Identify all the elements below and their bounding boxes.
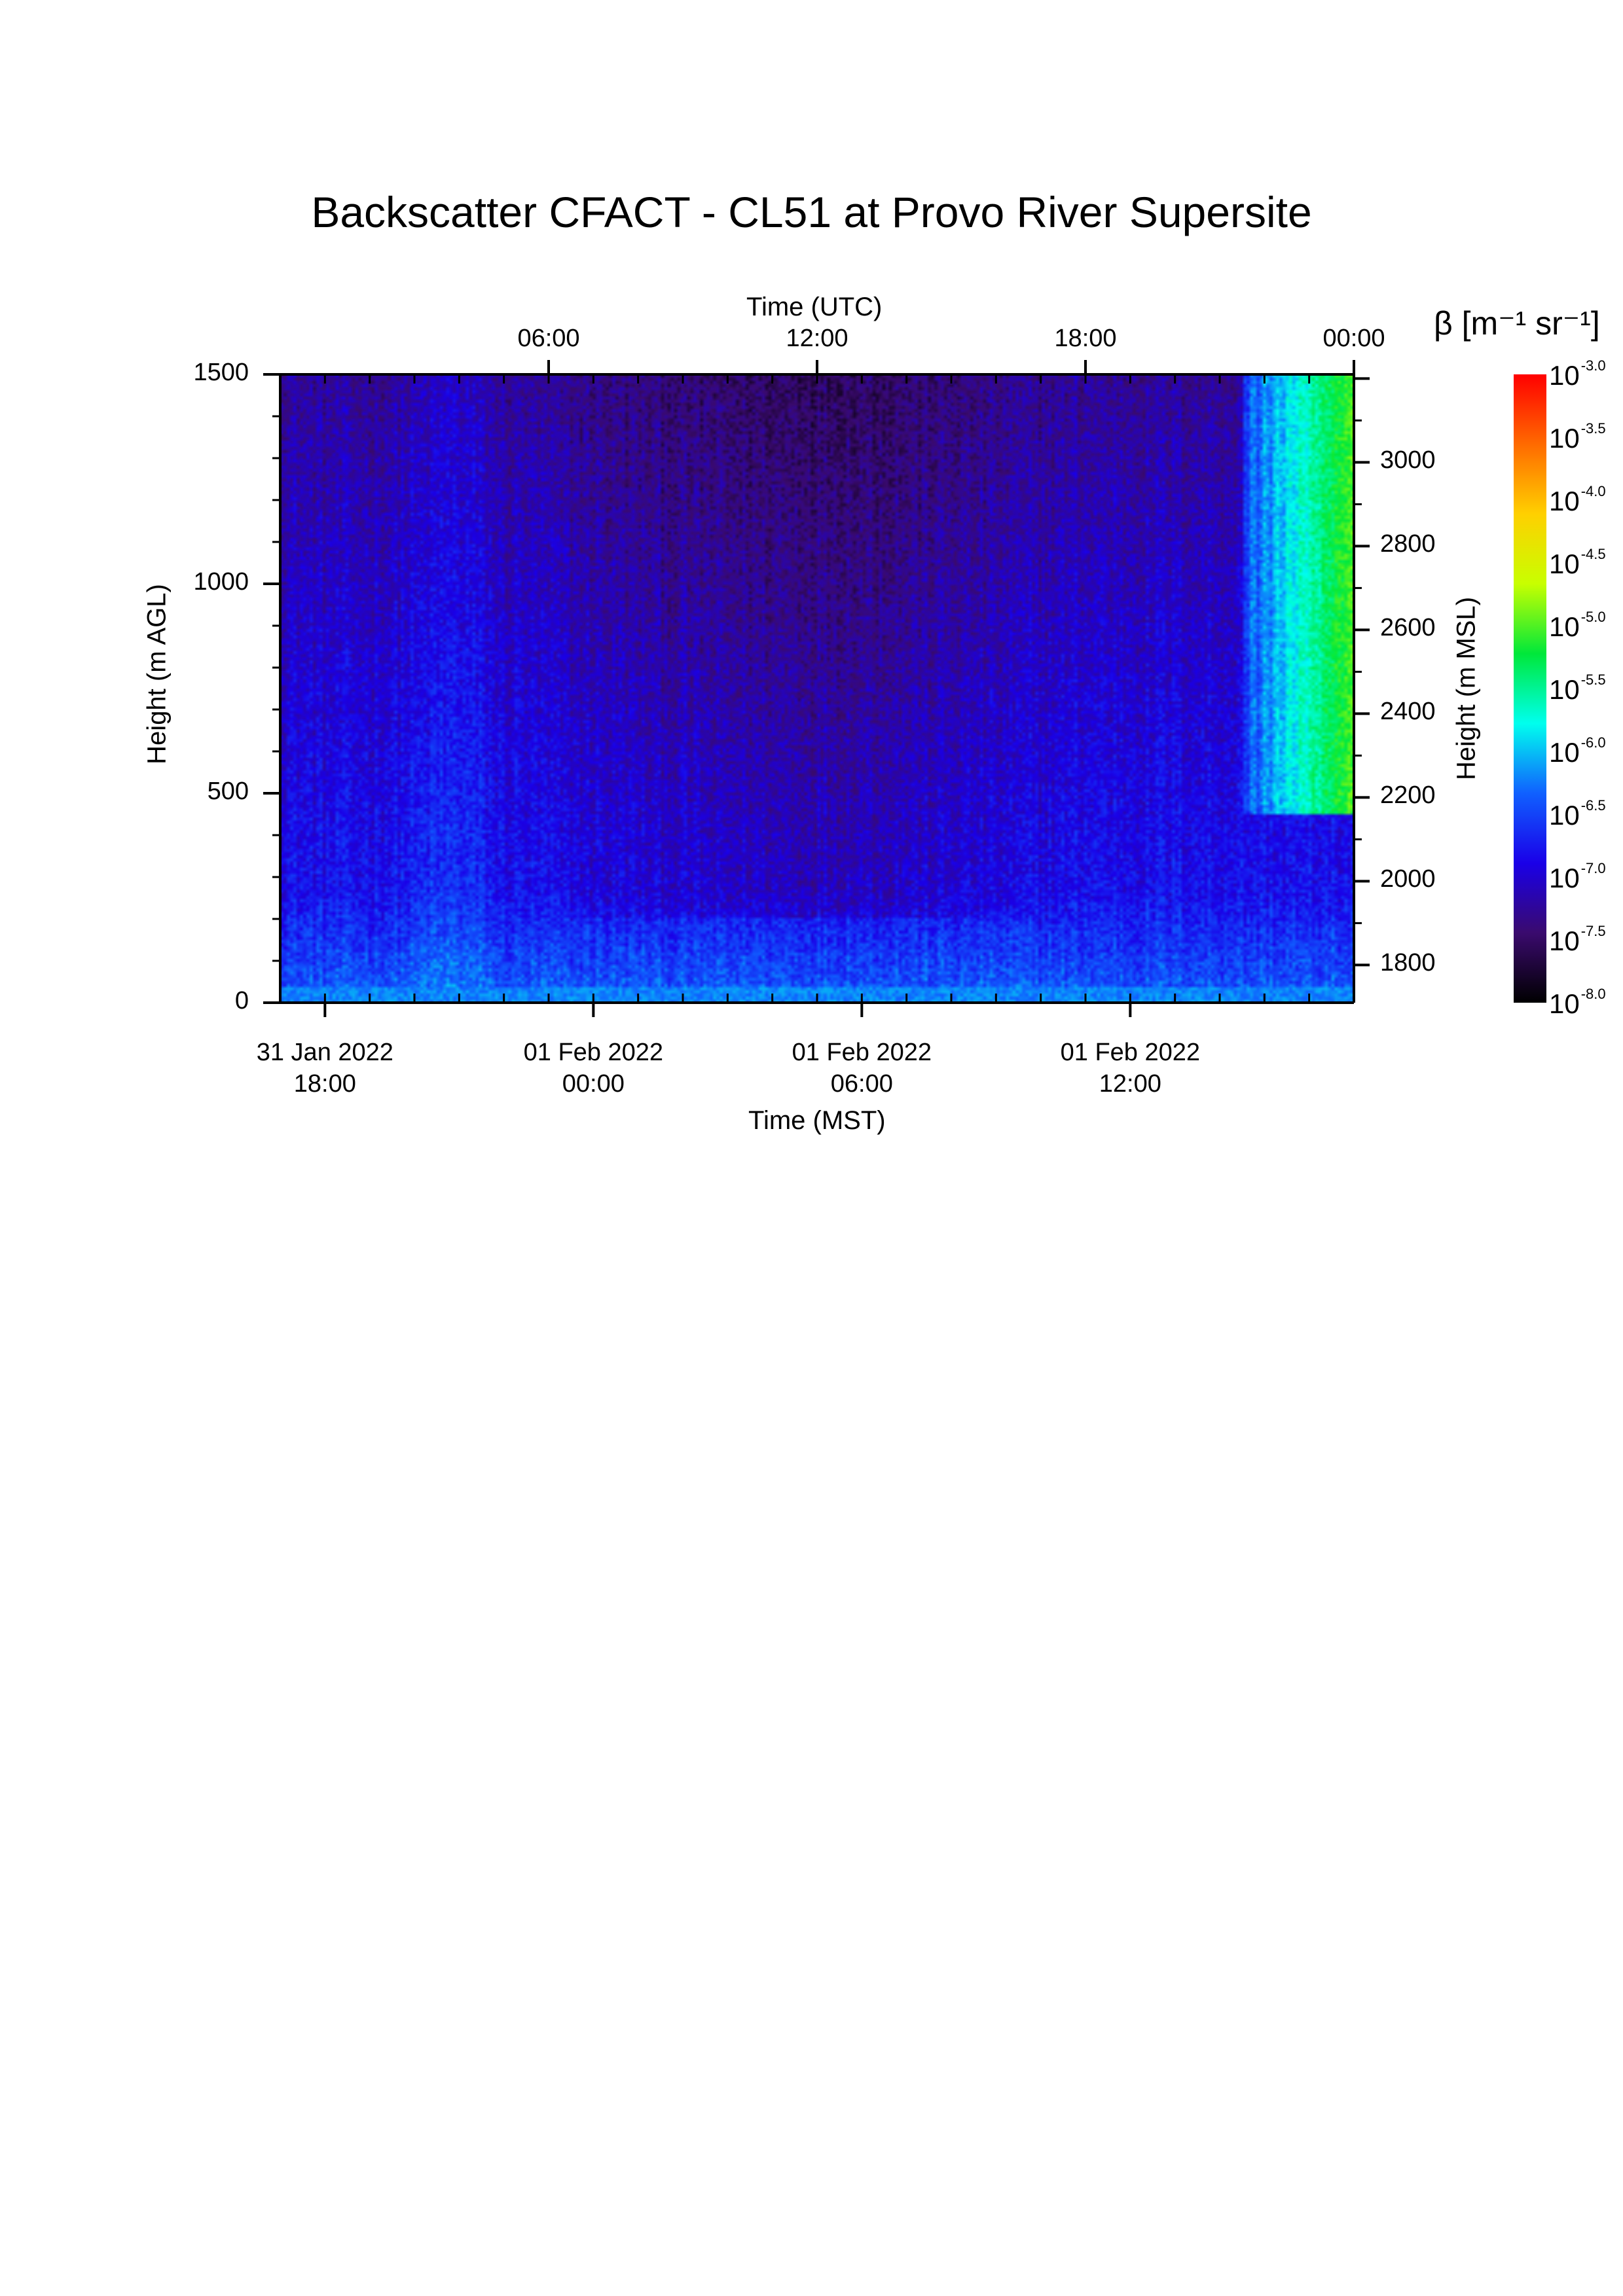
bottom-x-tick-time: 12:00 bbox=[1099, 1070, 1161, 1098]
bottom-x-tick-date: 01 Feb 2022 bbox=[523, 1039, 664, 1066]
colorbar-tick-exponent: -6.5 bbox=[1580, 797, 1606, 814]
colorbar-tick-base: 10 bbox=[1549, 360, 1580, 391]
colorbar-tick-exponent: -7.5 bbox=[1580, 923, 1606, 939]
bottom-x-tick-label: 01 Feb 2022 06:00 bbox=[792, 1037, 932, 1100]
colorbar-tick-base: 10 bbox=[1549, 737, 1580, 768]
right-y-tick-label: 2000 bbox=[1380, 865, 1436, 893]
top-x-tick-label: 18:00 bbox=[1054, 325, 1117, 352]
backscatter-heatmap bbox=[280, 374, 1354, 1003]
bottom-x-tick-date: 01 Feb 2022 bbox=[1060, 1039, 1201, 1066]
colorbar-tick-base: 10 bbox=[1549, 674, 1580, 705]
colorbar bbox=[1514, 374, 1546, 1003]
colorbar-tick-exponent: -3.5 bbox=[1580, 420, 1606, 437]
bottom-x-tick-label: 01 Feb 2022 00:00 bbox=[524, 1037, 663, 1100]
colorbar-tick-base: 10 bbox=[1549, 800, 1580, 831]
left-y-tick-label: 1000 bbox=[193, 568, 249, 596]
colorbar-tick-base: 10 bbox=[1549, 925, 1580, 956]
plot-area bbox=[263, 360, 1546, 1017]
bottom-x-tick-time: 00:00 bbox=[562, 1070, 625, 1098]
colorbar-label: β [m⁻¹ sr⁻¹] bbox=[1434, 304, 1600, 342]
colorbar-tick-label: 10-6.5 bbox=[1549, 797, 1606, 831]
colorbar-tick-base: 10 bbox=[1549, 988, 1580, 1019]
colorbar-tick-label: 10-3.5 bbox=[1549, 420, 1606, 454]
left-y-tick-label: 1500 bbox=[193, 359, 249, 386]
colorbar-tick-exponent: -8.0 bbox=[1580, 986, 1606, 1002]
right-y-tick-label: 2400 bbox=[1380, 698, 1436, 726]
colorbar-tick-label: 10-5.0 bbox=[1549, 609, 1606, 643]
bottom-x-tick-time: 18:00 bbox=[293, 1070, 356, 1098]
bottom-x-tick-label: 01 Feb 2022 12:00 bbox=[1061, 1037, 1200, 1100]
colorbar-tick-exponent: -5.0 bbox=[1580, 609, 1606, 625]
colorbar-tick-label: 10-3.0 bbox=[1549, 357, 1606, 391]
colorbar-tick-label: 10-7.0 bbox=[1549, 860, 1606, 894]
bottom-x-axis-label: Time (MST) bbox=[748, 1106, 886, 1135]
left-y-tick-label: 0 bbox=[234, 987, 249, 1014]
colorbar-tick-base: 10 bbox=[1549, 486, 1580, 516]
colorbar-tick-exponent: -7.0 bbox=[1580, 860, 1606, 876]
right-y-tick-label: 1800 bbox=[1380, 949, 1436, 977]
colorbar-tick-label: 10-4.0 bbox=[1549, 483, 1606, 517]
bottom-x-tick-label: 31 Jan 2022 18:00 bbox=[257, 1037, 393, 1100]
top-x-tick-label: 12:00 bbox=[786, 325, 848, 352]
left-y-tick-label: 500 bbox=[207, 778, 249, 805]
figure: Backscatter CFACT - CL51 at Provo River … bbox=[143, 188, 1606, 1135]
right-y-tick-label: 2600 bbox=[1380, 614, 1436, 642]
colorbar-tick-exponent: -6.0 bbox=[1580, 734, 1606, 751]
colorbar-tick-base: 10 bbox=[1549, 863, 1580, 893]
chart-title: Backscatter CFACT - CL51 at Provo River … bbox=[311, 188, 1312, 236]
colorbar-tick-label: 10-7.5 bbox=[1549, 923, 1606, 957]
colorbar-tick-base: 10 bbox=[1549, 611, 1580, 642]
right-y-tick-label: 2200 bbox=[1380, 781, 1436, 810]
colorbar-tick-exponent: -3.0 bbox=[1580, 357, 1606, 374]
colorbar-tick-exponent: -5.5 bbox=[1580, 672, 1606, 688]
colorbar-tick-base: 10 bbox=[1549, 423, 1580, 454]
colorbar-tick-label: 10-8.0 bbox=[1549, 986, 1606, 1020]
colorbar-label-text: β [m⁻¹ sr⁻¹] bbox=[1434, 305, 1600, 342]
top-x-tick-label: 06:00 bbox=[517, 325, 580, 352]
right-y-tick-label: 2800 bbox=[1380, 530, 1436, 558]
bottom-x-tick-date: 01 Feb 2022 bbox=[792, 1039, 932, 1066]
colorbar-tick-base: 10 bbox=[1549, 548, 1580, 579]
colorbar-tick-label: 10-6.0 bbox=[1549, 734, 1606, 768]
bottom-x-tick-time: 06:00 bbox=[830, 1070, 893, 1098]
colorbar-tick-exponent: -4.5 bbox=[1580, 546, 1606, 562]
bottom-x-tick-date: 31 Jan 2022 bbox=[256, 1039, 393, 1066]
right-y-tick-label: 3000 bbox=[1380, 446, 1436, 475]
colorbar-tick-exponent: -4.0 bbox=[1580, 483, 1606, 499]
top-x-axis-label: Time (UTC) bbox=[746, 293, 883, 321]
top-x-tick-label: 00:00 bbox=[1322, 325, 1385, 352]
colorbar-tick-label: 10-5.5 bbox=[1549, 672, 1606, 706]
colorbar-tick-label: 10-4.5 bbox=[1549, 546, 1606, 580]
